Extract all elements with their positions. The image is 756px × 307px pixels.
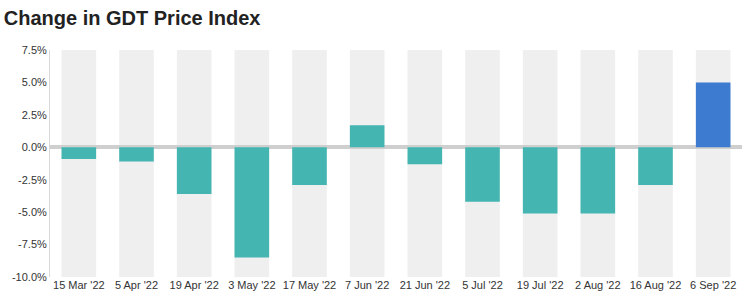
- svg-text:0.0%: 0.0%: [22, 141, 47, 153]
- svg-text:-10.0%: -10.0%: [12, 271, 47, 283]
- svg-text:21 Jun '22: 21 Jun '22: [400, 279, 450, 291]
- svg-text:3 May '22: 3 May '22: [228, 279, 275, 291]
- svg-text:15 Mar '22: 15 Mar '22: [53, 279, 105, 291]
- svg-text:5.0%: 5.0%: [22, 76, 47, 88]
- svg-text:19 Apr '22: 19 Apr '22: [170, 279, 219, 291]
- svg-text:16 Aug '22: 16 Aug '22: [630, 279, 682, 291]
- svg-text:2.5%: 2.5%: [22, 109, 47, 121]
- svg-text:-5.0%: -5.0%: [18, 206, 47, 218]
- svg-text:5 Apr '22: 5 Apr '22: [115, 279, 158, 291]
- svg-text:6 Sep '22: 6 Sep '22: [690, 279, 736, 291]
- svg-text:-2.5%: -2.5%: [18, 174, 47, 186]
- svg-text:17 May '22: 17 May '22: [283, 279, 336, 291]
- svg-text:5 Jul '22: 5 Jul '22: [462, 279, 503, 291]
- svg-text:19 Jul '22: 19 Jul '22: [517, 279, 564, 291]
- svg-text:Change in GDT Price Index: Change in GDT Price Index: [4, 7, 261, 29]
- svg-text:7.5%: 7.5%: [22, 44, 47, 56]
- svg-text:-7.5%: -7.5%: [18, 238, 47, 250]
- svg-text:2 Aug '22: 2 Aug '22: [575, 279, 621, 291]
- svg-text:7 Jun '22: 7 Jun '22: [345, 279, 389, 291]
